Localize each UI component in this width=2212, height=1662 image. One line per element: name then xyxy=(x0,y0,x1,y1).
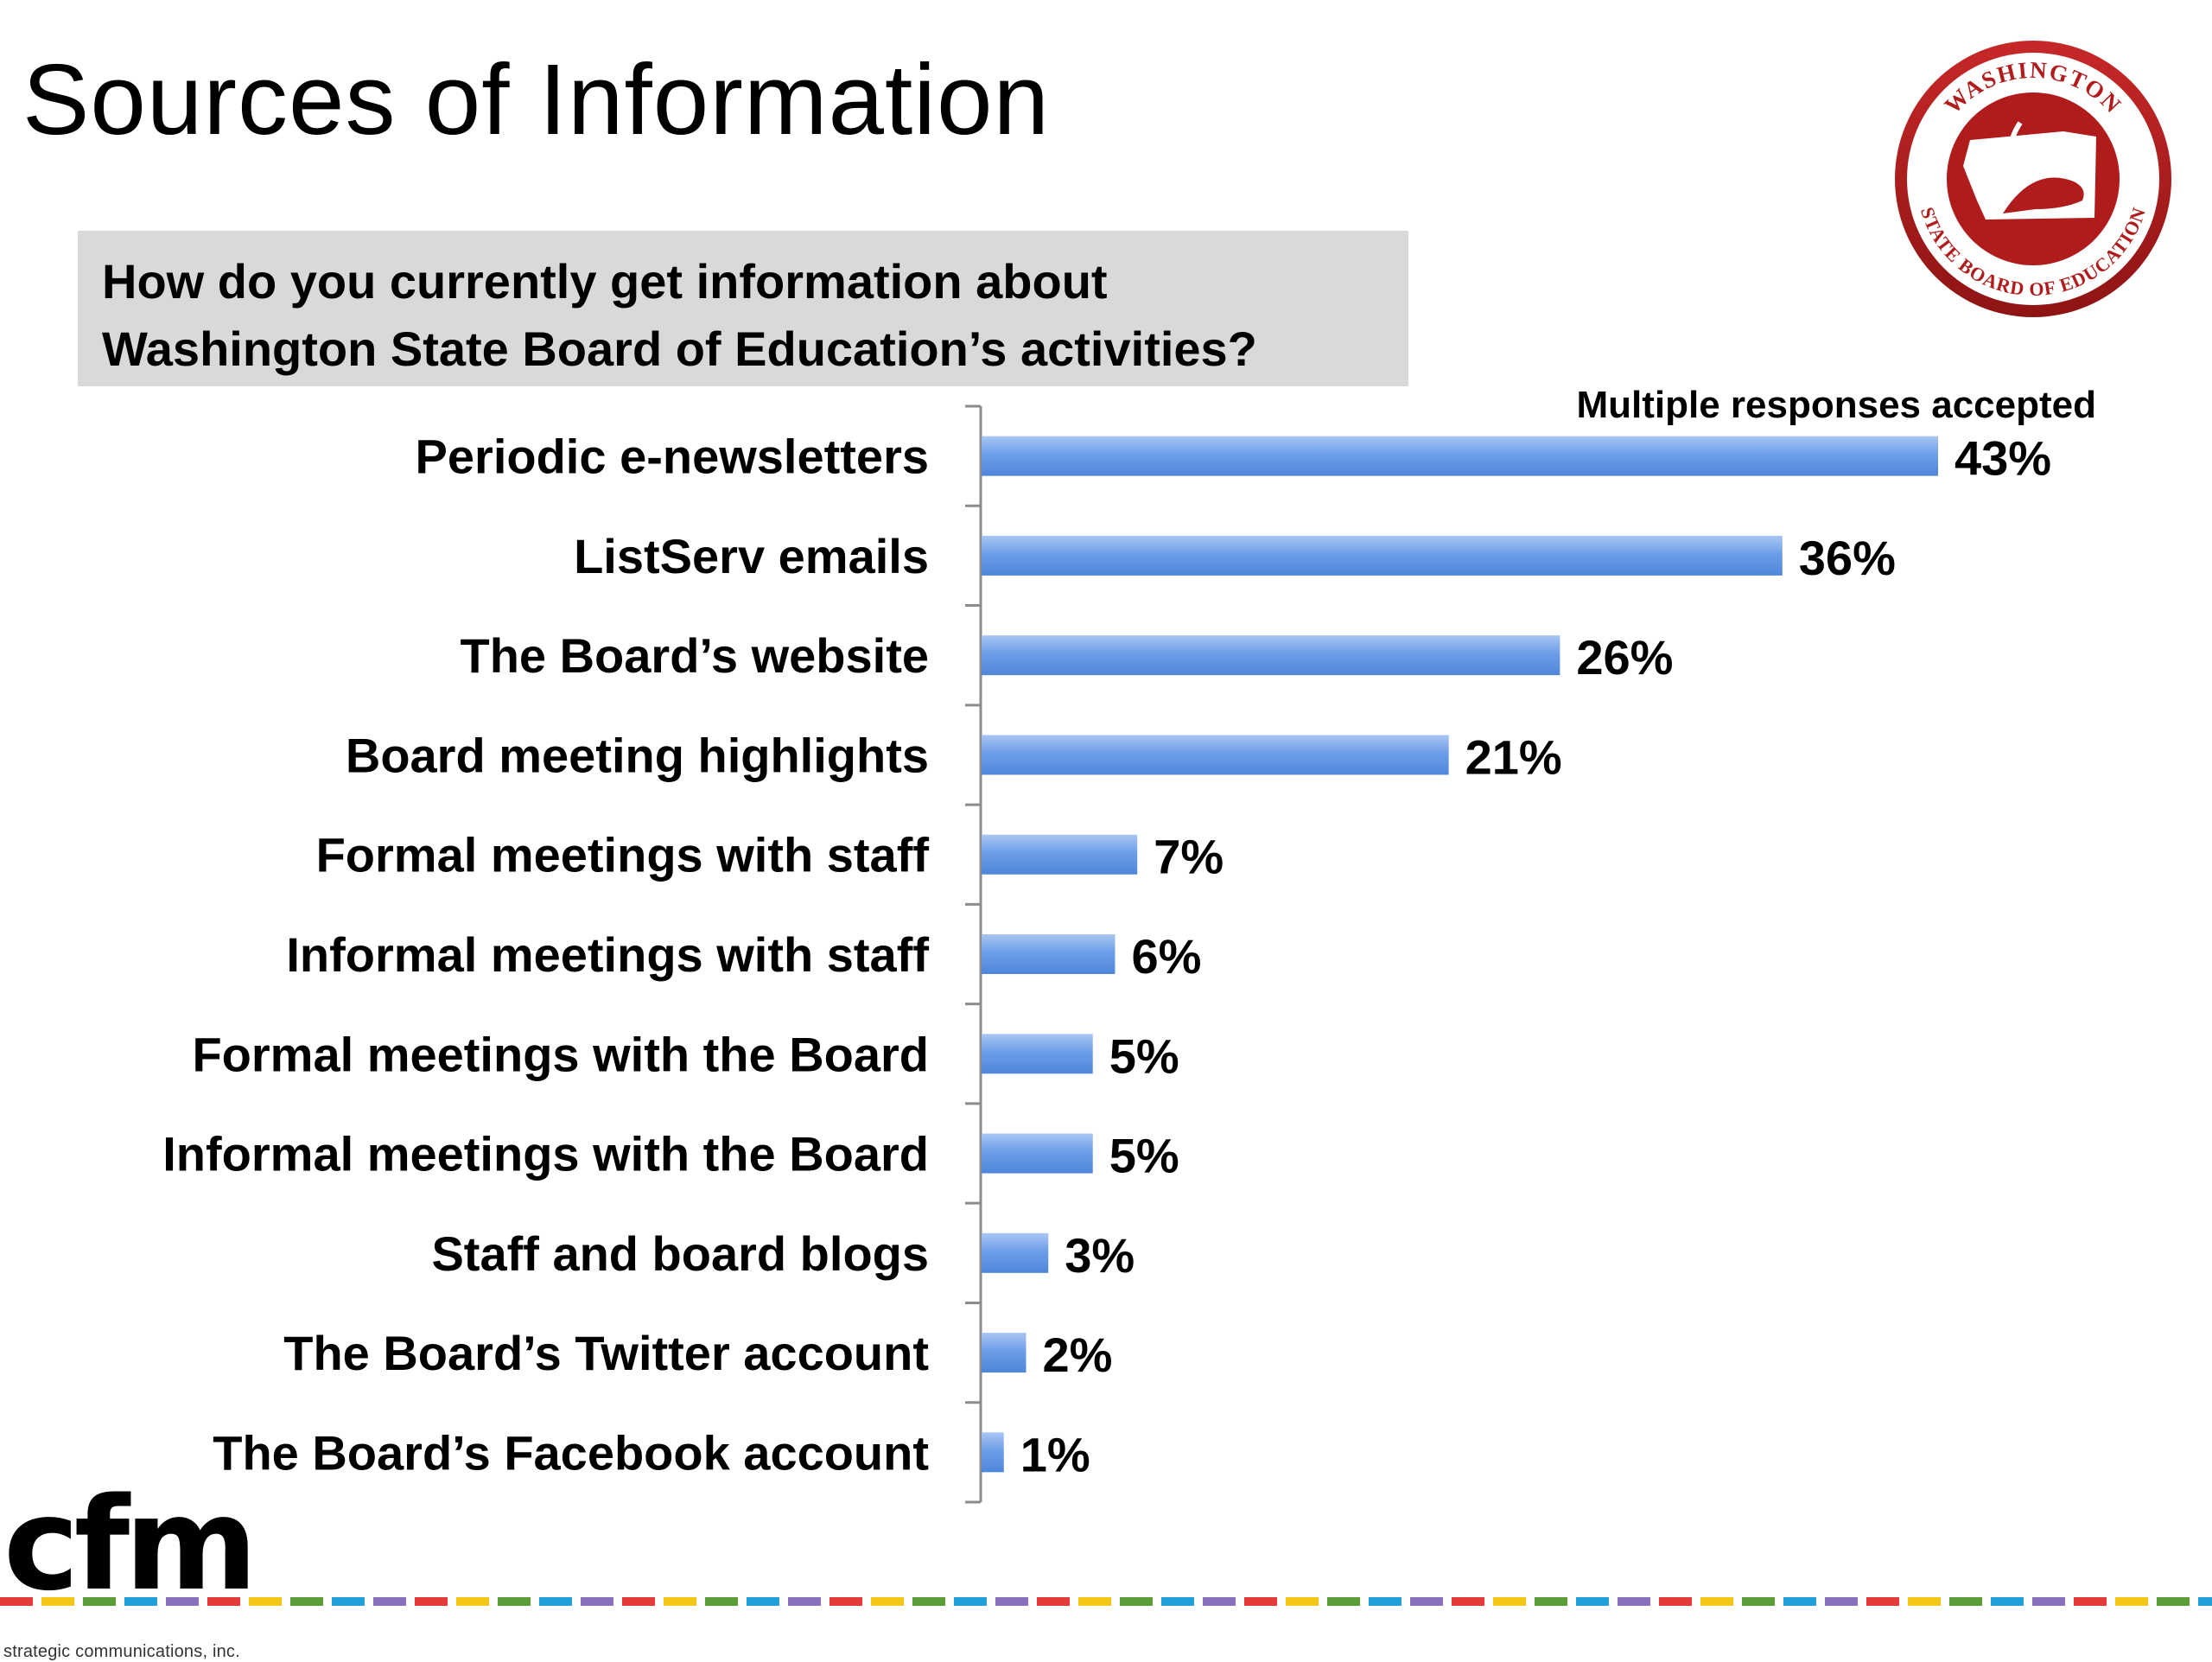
category-label: Formal meetings with the Board xyxy=(192,1027,929,1081)
bar xyxy=(982,436,1938,476)
value-label: 2% xyxy=(1042,1328,1112,1382)
category-label: ListServ emails xyxy=(574,529,929,583)
footer-dash xyxy=(1535,1597,1567,1606)
footer-dash xyxy=(41,1597,74,1606)
footer-dash xyxy=(1908,1597,1941,1606)
lamp-icon xyxy=(2003,177,2084,213)
value-label: 1% xyxy=(1020,1427,1090,1481)
footer-dash xyxy=(622,1597,655,1606)
category-label: Periodic e-newsletters xyxy=(416,430,929,484)
value-label: 5% xyxy=(1109,1129,1179,1183)
footer-dash xyxy=(871,1597,904,1606)
footer-dash xyxy=(1452,1597,1484,1606)
category-label: Formal meetings with staff xyxy=(316,828,930,882)
category-label: Board meeting highlights xyxy=(346,728,929,782)
footer-dash xyxy=(995,1597,1028,1606)
footer-dash xyxy=(1949,1597,1982,1606)
category-label: The Board’s Facebook account xyxy=(213,1425,929,1480)
bar-chart: Periodic e-newsletters 43% ListServ emails… xyxy=(162,404,2051,1504)
footer-dash xyxy=(1825,1597,1858,1606)
bar xyxy=(982,1034,1093,1074)
category-label: Informal meetings with staff xyxy=(286,927,929,982)
category-label: The Board’s website xyxy=(461,628,930,683)
footer-dash xyxy=(1078,1597,1111,1606)
cfm-wordmark: cfm xyxy=(3,1470,257,1619)
bar xyxy=(982,635,1560,676)
footer-dash xyxy=(788,1597,821,1606)
footer-dash xyxy=(664,1597,696,1606)
footer-dash xyxy=(1783,1597,1816,1606)
slide-title: Sources of Information xyxy=(22,43,1051,156)
footer-dash xyxy=(1410,1597,1443,1606)
footer-dash xyxy=(539,1597,572,1606)
bar xyxy=(982,1133,1093,1174)
value-label: 36% xyxy=(1799,531,1896,585)
footer-dash xyxy=(1037,1597,1070,1606)
footer-dash xyxy=(249,1597,282,1606)
category-label: The Board’s Twitter account xyxy=(283,1326,929,1380)
question-line-2: Washington State Board of Education’s ac… xyxy=(102,322,1257,376)
value-label: 3% xyxy=(1065,1228,1135,1283)
footer-dash xyxy=(1244,1597,1277,1606)
footer-dash xyxy=(1369,1597,1402,1606)
footer-dash xyxy=(1576,1597,1609,1606)
footer-dash xyxy=(1493,1597,1526,1606)
footer-dash xyxy=(1659,1597,1692,1606)
footer-dash xyxy=(1866,1597,1899,1606)
footer-dash xyxy=(83,1597,116,1606)
value-label: 7% xyxy=(1154,830,1224,884)
footer-dash xyxy=(1700,1597,1733,1606)
footer-dash xyxy=(207,1597,240,1606)
footer-dash xyxy=(456,1597,489,1606)
footer-dash xyxy=(954,1597,987,1606)
footer-dash xyxy=(747,1597,779,1606)
footer-dash xyxy=(415,1597,448,1606)
footer-dash-line xyxy=(0,1597,2212,1606)
bar xyxy=(982,1333,1027,1373)
bar xyxy=(982,834,1138,875)
footer-dash xyxy=(2115,1597,2148,1606)
value-label: 21% xyxy=(1465,729,1562,784)
footer-dash xyxy=(1618,1597,1650,1606)
footer-dash xyxy=(2198,1597,2212,1606)
value-label: 5% xyxy=(1109,1028,1179,1083)
footer-dash xyxy=(166,1597,199,1606)
value-label: 6% xyxy=(1131,929,1201,984)
footer-dash xyxy=(912,1597,945,1606)
footer-dash xyxy=(290,1597,323,1606)
footer-dash xyxy=(373,1597,406,1606)
value-label: 26% xyxy=(1576,630,1673,685)
footer-dash xyxy=(332,1597,365,1606)
footer-dash xyxy=(1286,1597,1319,1606)
footer-dash xyxy=(498,1597,531,1606)
question-line-1: How do you currently get information abo… xyxy=(102,254,1108,309)
footer-dash xyxy=(830,1597,862,1606)
footer-dash xyxy=(1327,1597,1360,1606)
cfm-logo: cfm strategic communications, inc. xyxy=(3,1470,257,1662)
footer-dash xyxy=(1742,1597,1775,1606)
footer-dash xyxy=(1203,1597,1236,1606)
cfm-tagline: strategic communications, inc. xyxy=(3,1642,240,1661)
category-label: Informal meetings with the Board xyxy=(162,1127,929,1181)
bar xyxy=(982,934,1116,974)
footer-dash xyxy=(0,1597,33,1606)
multiple-responses-note: Multiple responses accepted xyxy=(1576,384,2096,426)
footer-dash xyxy=(1161,1597,1194,1606)
footer-dash xyxy=(124,1597,157,1606)
footer-dash xyxy=(1120,1597,1153,1606)
value-label: 43% xyxy=(1955,431,2051,486)
board-seal-logo: WASHINGTON STATE BOARD OF EDUCATION xyxy=(1895,41,2171,317)
bar xyxy=(982,1432,1004,1473)
bar xyxy=(982,1232,1049,1273)
bar xyxy=(982,735,1449,775)
footer-dash xyxy=(2157,1597,2190,1606)
footer-dash xyxy=(581,1597,613,1606)
bar xyxy=(982,535,1783,576)
footer-dash xyxy=(705,1597,738,1606)
question-box: How do you currently get information abo… xyxy=(78,231,1408,386)
category-label: Staff and board blogs xyxy=(431,1226,929,1281)
footer-dash xyxy=(2032,1597,2065,1606)
footer-dash xyxy=(2074,1597,2107,1606)
footer-dash xyxy=(1991,1597,2024,1606)
